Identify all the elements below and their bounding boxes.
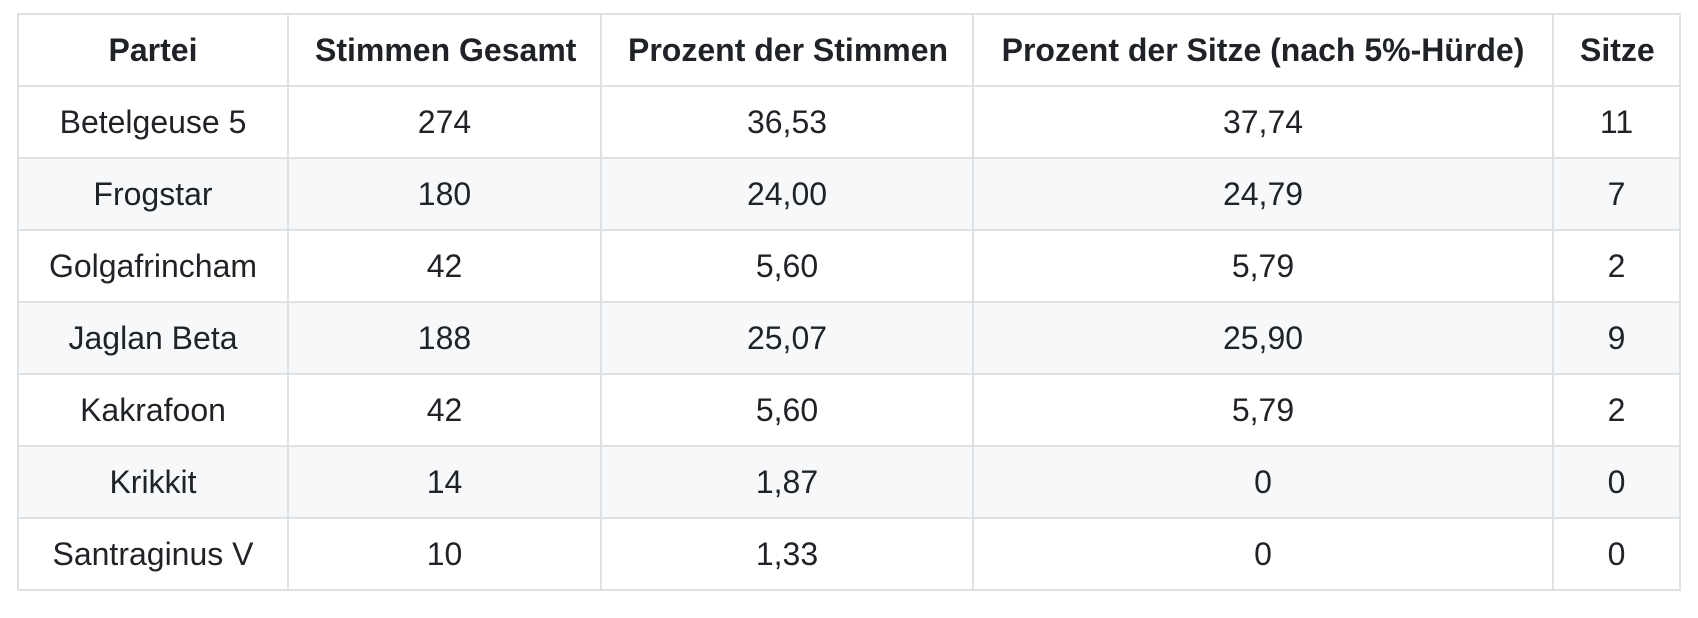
column-header-stimmen-gesamt: Stimmen Gesamt <box>287 13 602 87</box>
table-body: Betelgeuse 5 274 36,53 37,74 11 Frogstar… <box>17 85 1681 591</box>
cell-votes-total: 42 <box>287 373 602 447</box>
cell-vote-percent: 1,33 <box>600 517 974 591</box>
cell-vote-percent: 36,53 <box>600 85 974 159</box>
cell-party: Santraginus V <box>17 517 289 591</box>
cell-seats: 7 <box>1552 157 1681 231</box>
column-header-partei: Partei <box>17 13 289 87</box>
cell-party: Betelgeuse 5 <box>17 85 289 159</box>
cell-seat-percent: 24,79 <box>972 157 1554 231</box>
cell-votes-total: 274 <box>287 85 602 159</box>
cell-party: Krikkit <box>17 445 289 519</box>
cell-party: Golgafrincham <box>17 229 289 303</box>
cell-seat-percent: 0 <box>972 517 1554 591</box>
table-row-betelgeuse-5: Betelgeuse 5 274 36,53 37,74 11 <box>17 85 1681 159</box>
cell-seat-percent: 25,90 <box>972 301 1554 375</box>
table-header: Partei Stimmen Gesamt Prozent der Stimme… <box>17 13 1681 87</box>
results-table: Partei Stimmen Gesamt Prozent der Stimme… <box>17 13 1681 591</box>
table-row-frogstar: Frogstar 180 24,00 24,79 7 <box>17 157 1681 231</box>
cell-seats: 2 <box>1552 229 1681 303</box>
cell-votes-total: 14 <box>287 445 602 519</box>
cell-party: Kakrafoon <box>17 373 289 447</box>
cell-seat-percent: 37,74 <box>972 85 1554 159</box>
cell-votes-total: 42 <box>287 229 602 303</box>
cell-vote-percent: 5,60 <box>600 229 974 303</box>
cell-seats: 0 <box>1552 517 1681 591</box>
cell-vote-percent: 5,60 <box>600 373 974 447</box>
table-row-kakrafoon: Kakrafoon 42 5,60 5,79 2 <box>17 373 1681 447</box>
column-header-prozent-der-sitze: Prozent der Sitze (nach 5%-Hürde) <box>972 13 1554 87</box>
table-row-krikkit: Krikkit 14 1,87 0 0 <box>17 445 1681 519</box>
column-header-prozent-der-stimmen: Prozent der Stimmen <box>600 13 974 87</box>
cell-seats: 0 <box>1552 445 1681 519</box>
cell-seats: 2 <box>1552 373 1681 447</box>
cell-vote-percent: 25,07 <box>600 301 974 375</box>
cell-seats: 9 <box>1552 301 1681 375</box>
cell-party: Jaglan Beta <box>17 301 289 375</box>
cell-party: Frogstar <box>17 157 289 231</box>
cell-votes-total: 180 <box>287 157 602 231</box>
cell-votes-total: 10 <box>287 517 602 591</box>
cell-seat-percent: 5,79 <box>972 373 1554 447</box>
column-header-sitze: Sitze <box>1552 13 1681 87</box>
table-row-santraginus-v: Santraginus V 10 1,33 0 0 <box>17 517 1681 591</box>
cell-vote-percent: 1,87 <box>600 445 974 519</box>
cell-vote-percent: 24,00 <box>600 157 974 231</box>
cell-seat-percent: 0 <box>972 445 1554 519</box>
cell-seat-percent: 5,79 <box>972 229 1554 303</box>
header-row: Partei Stimmen Gesamt Prozent der Stimme… <box>17 13 1681 87</box>
table-row-golgafrincham: Golgafrincham 42 5,60 5,79 2 <box>17 229 1681 303</box>
cell-votes-total: 188 <box>287 301 602 375</box>
cell-seats: 11 <box>1552 85 1681 159</box>
table-row-jaglan-beta: Jaglan Beta 188 25,07 25,90 9 <box>17 301 1681 375</box>
